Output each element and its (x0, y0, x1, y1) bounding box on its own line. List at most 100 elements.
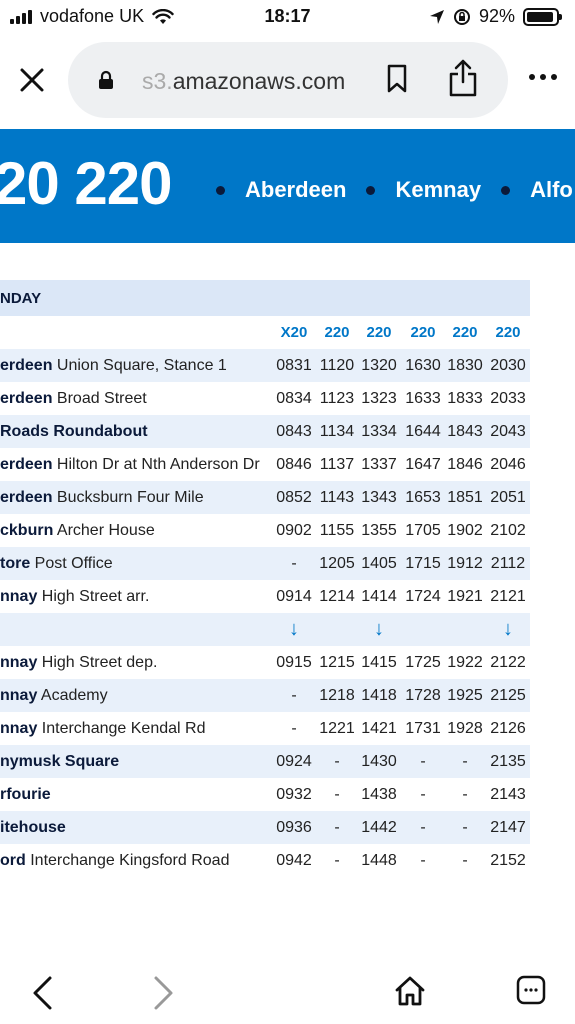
stop-name-detail: Interchange Kendal Rd (37, 719, 206, 737)
departure-time: 1725 (405, 653, 441, 671)
stop-dot (216, 185, 225, 195)
departure-time: 1438 (361, 785, 397, 803)
time-cells: 0942 - 1448 - - 2152 (270, 852, 530, 870)
departure-time: 0932 (276, 785, 312, 803)
departure-time: 2102 (490, 521, 526, 539)
stop-name: erdeen Hilton Dr at Nth Anderson Dr (0, 456, 270, 474)
home-icon[interactable] (394, 975, 426, 1007)
departure-time: 0852 (276, 488, 312, 506)
back-icon[interactable] (30, 975, 54, 1011)
timetable: NDAY X20 220 220 220 220 220 erdeen Unio… (0, 280, 530, 877)
address-bar[interactable]: s3.amazonaws.com (68, 42, 508, 118)
departure-time: - (420, 752, 426, 770)
departure-time: 1418 (361, 686, 397, 704)
arrow-cell (318, 618, 356, 641)
table-row: nnay High Street dep. 0915 1215 1415 1725 192… (0, 646, 530, 679)
stop-name-bold: nymusk Square (0, 752, 120, 770)
stop-name-bold: Roads Roundabout (0, 422, 148, 440)
departure-time: 1155 (319, 521, 355, 539)
stop-name-detail: High Street arr. (37, 587, 150, 605)
departure-time: 0924 (276, 752, 312, 770)
table-row: itehouse 0936 - 1442 - - 2147 (0, 811, 530, 844)
departure-time: 0942 (276, 851, 312, 869)
departure-time: - (420, 785, 426, 803)
departure-time: 2147 (490, 818, 526, 836)
table-row: erdeen Broad Street 0834 1123 1323 1633 1833 2… (0, 382, 530, 415)
route-number: 220 (324, 324, 350, 341)
route-number: 220 (410, 324, 436, 341)
stop-dot (366, 185, 376, 195)
departure-time: 1728 (405, 686, 441, 704)
departure-time: - (334, 785, 340, 803)
departure-time: - (334, 818, 340, 836)
departure-time: 1123 (319, 389, 355, 407)
table-row: erdeen Union Square, Stance 1 0831 1120 132… (0, 349, 530, 382)
table-row: nnay Interchange Kendal Rd - 1221 1421 1731 1… (0, 712, 530, 745)
stop-name: nymusk Square (0, 753, 270, 771)
close-icon[interactable] (18, 66, 46, 94)
url-text: s3.amazonaws.com (142, 68, 345, 95)
forward-icon[interactable] (152, 975, 176, 1011)
stop-name: Roads Roundabout (0, 423, 270, 441)
wifi-icon (152, 8, 174, 24)
departure-time: 1137 (319, 455, 355, 473)
share-icon[interactable] (448, 58, 478, 98)
tabs-icon[interactable] (516, 975, 546, 1005)
down-arrow-icon: ↓ (289, 618, 299, 640)
route-banner: 20 220 Aberdeen Kemnay Alfo (0, 129, 575, 243)
departure-time: - (420, 818, 426, 836)
departure-time: 2152 (490, 851, 526, 869)
departure-time: 2121 (490, 587, 526, 605)
departure-time: 0902 (276, 521, 312, 539)
stop-dot (501, 185, 511, 195)
stop-name-bold: nnay (0, 587, 38, 605)
stop-name-detail: High Street dep. (37, 653, 158, 671)
time-cells: 0914 1214 1414 1724 1921 2121 (270, 588, 530, 606)
bookmark-icon[interactable] (386, 64, 408, 94)
time-cells: 0902 1155 1355 1705 1902 2102 (270, 522, 530, 540)
departure-time: 1205 (319, 554, 355, 572)
stop-name-detail: Broad Street (52, 389, 147, 407)
time-cells: 0936 - 1442 - - 2147 (270, 819, 530, 837)
departure-time: 1221 (319, 719, 355, 737)
departure-time: 2126 (490, 719, 526, 737)
departure-time: 1143 (319, 488, 355, 506)
arrow-cell (402, 618, 444, 641)
departure-time: 0914 (276, 587, 312, 605)
departure-time: 1633 (405, 389, 441, 407)
time-cells: 0834 1123 1323 1633 1833 2033 (270, 390, 530, 408)
departure-time: 1705 (405, 521, 441, 539)
departure-time: 2135 (490, 752, 526, 770)
departure-time: 1644 (405, 422, 441, 440)
departure-time: 2112 (490, 554, 526, 572)
departure-time: 1415 (361, 653, 397, 671)
battery-percent: 92% (478, 6, 515, 26)
day-header: NDAY (0, 280, 530, 316)
time-cells: 0924 - 1430 - - 2135 (270, 753, 530, 771)
time-cells: 0843 1134 1334 1644 1843 2043 (270, 423, 530, 441)
bottom-toolbar (0, 955, 575, 1024)
route-stop: Kemnay (395, 177, 482, 202)
route-number: 220 (366, 324, 392, 341)
down-arrow-icon: ↓ (374, 618, 384, 640)
departure-time: 0915 (276, 653, 312, 671)
departure-time: 1928 (447, 719, 483, 737)
departure-time: 1715 (405, 554, 441, 572)
status-time: 18:17 (264, 6, 311, 26)
table-row: ord Interchange Kingsford Road 0942 - 1448 -… (0, 844, 530, 877)
departure-time: 1912 (447, 554, 483, 572)
departure-time: 2043 (490, 422, 526, 440)
departure-time: 1731 (405, 719, 441, 737)
table-row: erdeen Hilton Dr at Nth Anderson Dr 0846 1… (0, 448, 530, 481)
time-cells: 0852 1143 1343 1653 1851 2051 (270, 489, 530, 507)
table-row: nnay Academy - 1218 1418 1728 1925 2125 (0, 679, 530, 712)
more-icon[interactable] (529, 74, 557, 80)
departure-time: 1337 (361, 455, 397, 473)
departure-time: 1430 (361, 752, 397, 770)
stop-name: nnay Interchange Kendal Rd (0, 720, 270, 738)
departure-time: 1355 (361, 521, 397, 539)
stop-name: ord Interchange Kingsford Road (0, 852, 270, 870)
departure-time: 1851 (447, 488, 483, 506)
departure-time: 1925 (447, 686, 483, 704)
stop-name: tore Post Office (0, 555, 270, 573)
